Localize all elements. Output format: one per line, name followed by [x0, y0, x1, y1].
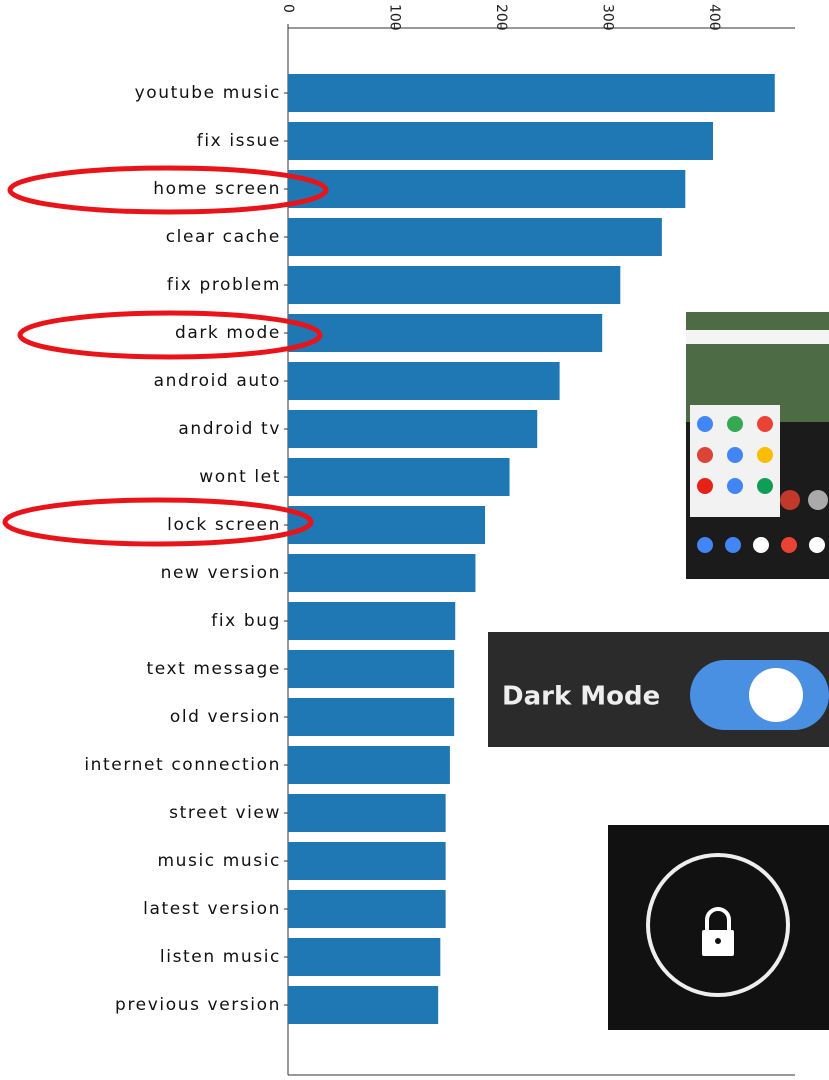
bar	[288, 602, 456, 640]
bar	[288, 554, 476, 592]
x-tick-label: 0	[280, 4, 296, 13]
bar	[288, 314, 603, 352]
phone-image	[686, 312, 829, 579]
y-tick-label: street view	[169, 803, 281, 823]
y-tick-label: wont let	[199, 467, 281, 487]
lock-image	[608, 825, 829, 1030]
y-tick-label: new version	[161, 563, 281, 583]
y-tick-label: fix issue	[197, 131, 281, 151]
y-tick-label: previous version	[115, 995, 281, 1015]
highlights	[2, 165, 329, 547]
dark-mode-image: Dark Mode	[488, 632, 829, 747]
bar	[288, 170, 686, 208]
y-tick-label: lock screen	[167, 515, 281, 535]
bar	[288, 410, 538, 448]
y-tick-label: youtube music	[135, 83, 281, 103]
y-tick-label: android auto	[154, 371, 281, 391]
y-tick-label: music music	[157, 851, 281, 871]
y-tick-label: old version	[170, 707, 281, 727]
y-tick-label: listen music	[160, 947, 281, 967]
bar	[288, 218, 662, 256]
x-tick-label: 200	[493, 4, 509, 31]
y-tick-label: text message	[146, 659, 281, 679]
bar	[288, 266, 621, 304]
bar	[288, 458, 510, 496]
bar	[288, 122, 713, 160]
bar	[288, 794, 446, 832]
bar	[288, 506, 486, 544]
y-tick-label: latest version	[143, 899, 281, 919]
bar	[288, 74, 775, 112]
bar	[288, 986, 439, 1024]
y-tick-label: home screen	[153, 179, 281, 199]
bar	[288, 890, 446, 928]
x-tick-label: 300	[600, 4, 616, 31]
y-tick-label: fix bug	[211, 611, 281, 631]
bar	[288, 650, 455, 688]
bar	[288, 362, 560, 400]
y-tick-label: android tv	[178, 419, 281, 439]
y-tick-label: dark mode	[175, 323, 281, 343]
bar	[288, 842, 446, 880]
x-tick-label: 100	[387, 4, 403, 31]
y-tick-label: internet connection	[84, 755, 281, 775]
y-tick-label: fix problem	[167, 275, 281, 295]
x-tick-label: 400	[706, 4, 722, 31]
bar	[288, 938, 441, 976]
bar	[288, 698, 455, 736]
dark-mode-text: Dark Mode	[502, 682, 660, 712]
bar	[288, 746, 450, 784]
y-tick-label: clear cache	[166, 227, 281, 247]
